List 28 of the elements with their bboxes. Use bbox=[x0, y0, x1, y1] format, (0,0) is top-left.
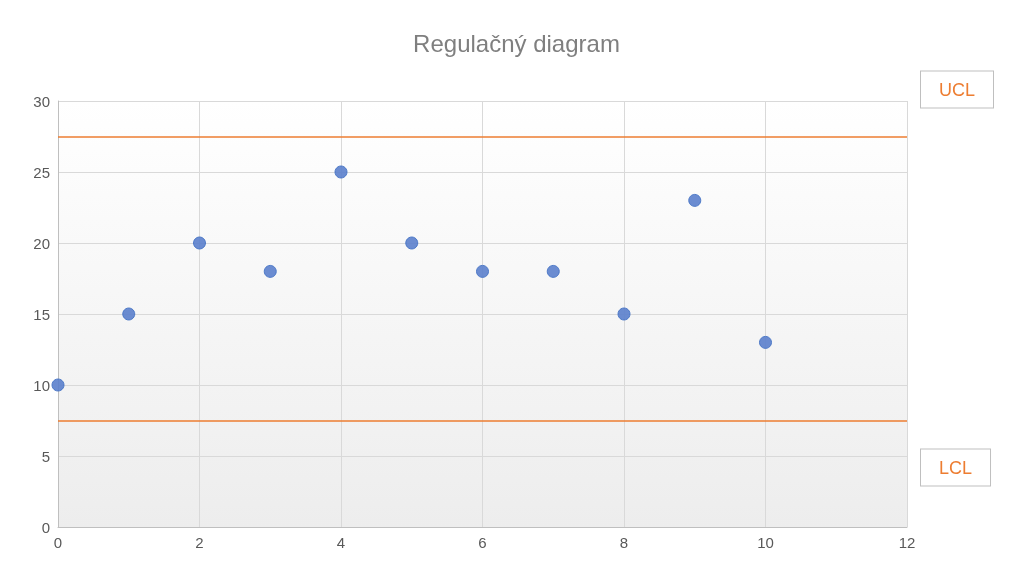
point bbox=[334, 165, 348, 179]
ref-line-label: UCL bbox=[939, 79, 976, 100]
x-tick-label: 6 bbox=[478, 534, 487, 551]
point bbox=[546, 264, 560, 278]
point bbox=[193, 236, 206, 250]
chart-title: Regulačný diagram bbox=[413, 29, 620, 57]
ref-line-label: LCL bbox=[939, 457, 973, 478]
x-tick-label: 2 bbox=[195, 534, 204, 551]
point bbox=[263, 264, 277, 278]
point bbox=[51, 378, 65, 392]
y-tick-label: 0 bbox=[41, 518, 50, 536]
x-tick-label: 0 bbox=[53, 534, 63, 551]
y-tick-label: 5 bbox=[41, 447, 50, 465]
point bbox=[688, 193, 702, 207]
point bbox=[617, 307, 631, 321]
x-tick-label: 4 bbox=[336, 534, 346, 551]
y-tick-label: 15 bbox=[33, 305, 50, 323]
y-tick-label: 25 bbox=[33, 163, 50, 181]
y-tick-label: 20 bbox=[33, 234, 50, 252]
x-tick-label: 8 bbox=[619, 534, 629, 551]
y-tick-label: 10 bbox=[33, 376, 50, 394]
point bbox=[122, 307, 136, 321]
x-tick-label: 12 bbox=[898, 534, 916, 551]
point bbox=[476, 264, 489, 278]
x-tick-label: 10 bbox=[757, 534, 774, 551]
y-tick-label: 30 bbox=[33, 92, 50, 110]
point bbox=[405, 236, 419, 250]
point bbox=[759, 335, 772, 349]
